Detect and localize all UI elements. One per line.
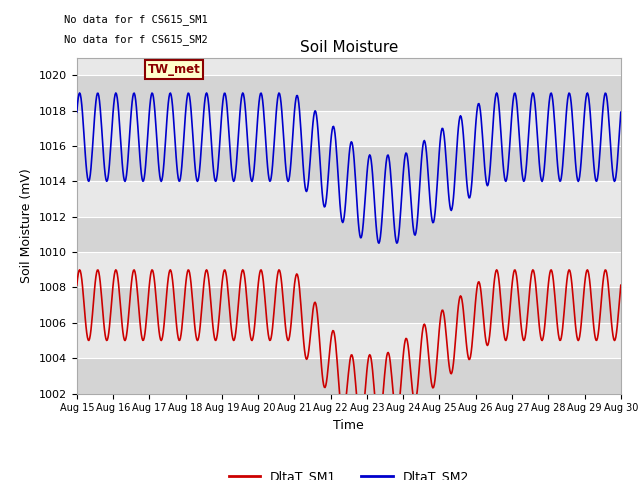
Bar xyxy=(77,288,621,323)
Title: Soil Moisture: Soil Moisture xyxy=(300,40,398,55)
Bar xyxy=(77,217,621,252)
X-axis label: Time: Time xyxy=(333,419,364,432)
Text: No data for f CS615_SM1: No data for f CS615_SM1 xyxy=(64,14,208,25)
Bar xyxy=(77,75,621,111)
Bar xyxy=(77,358,621,394)
Text: No data for f CS615_SM2: No data for f CS615_SM2 xyxy=(64,34,208,45)
Text: TW_met: TW_met xyxy=(147,63,200,76)
Legend: DltaT_SM1, DltaT_SM2: DltaT_SM1, DltaT_SM2 xyxy=(223,465,474,480)
Y-axis label: Soil Moisture (mV): Soil Moisture (mV) xyxy=(20,168,33,283)
Bar xyxy=(77,146,621,181)
